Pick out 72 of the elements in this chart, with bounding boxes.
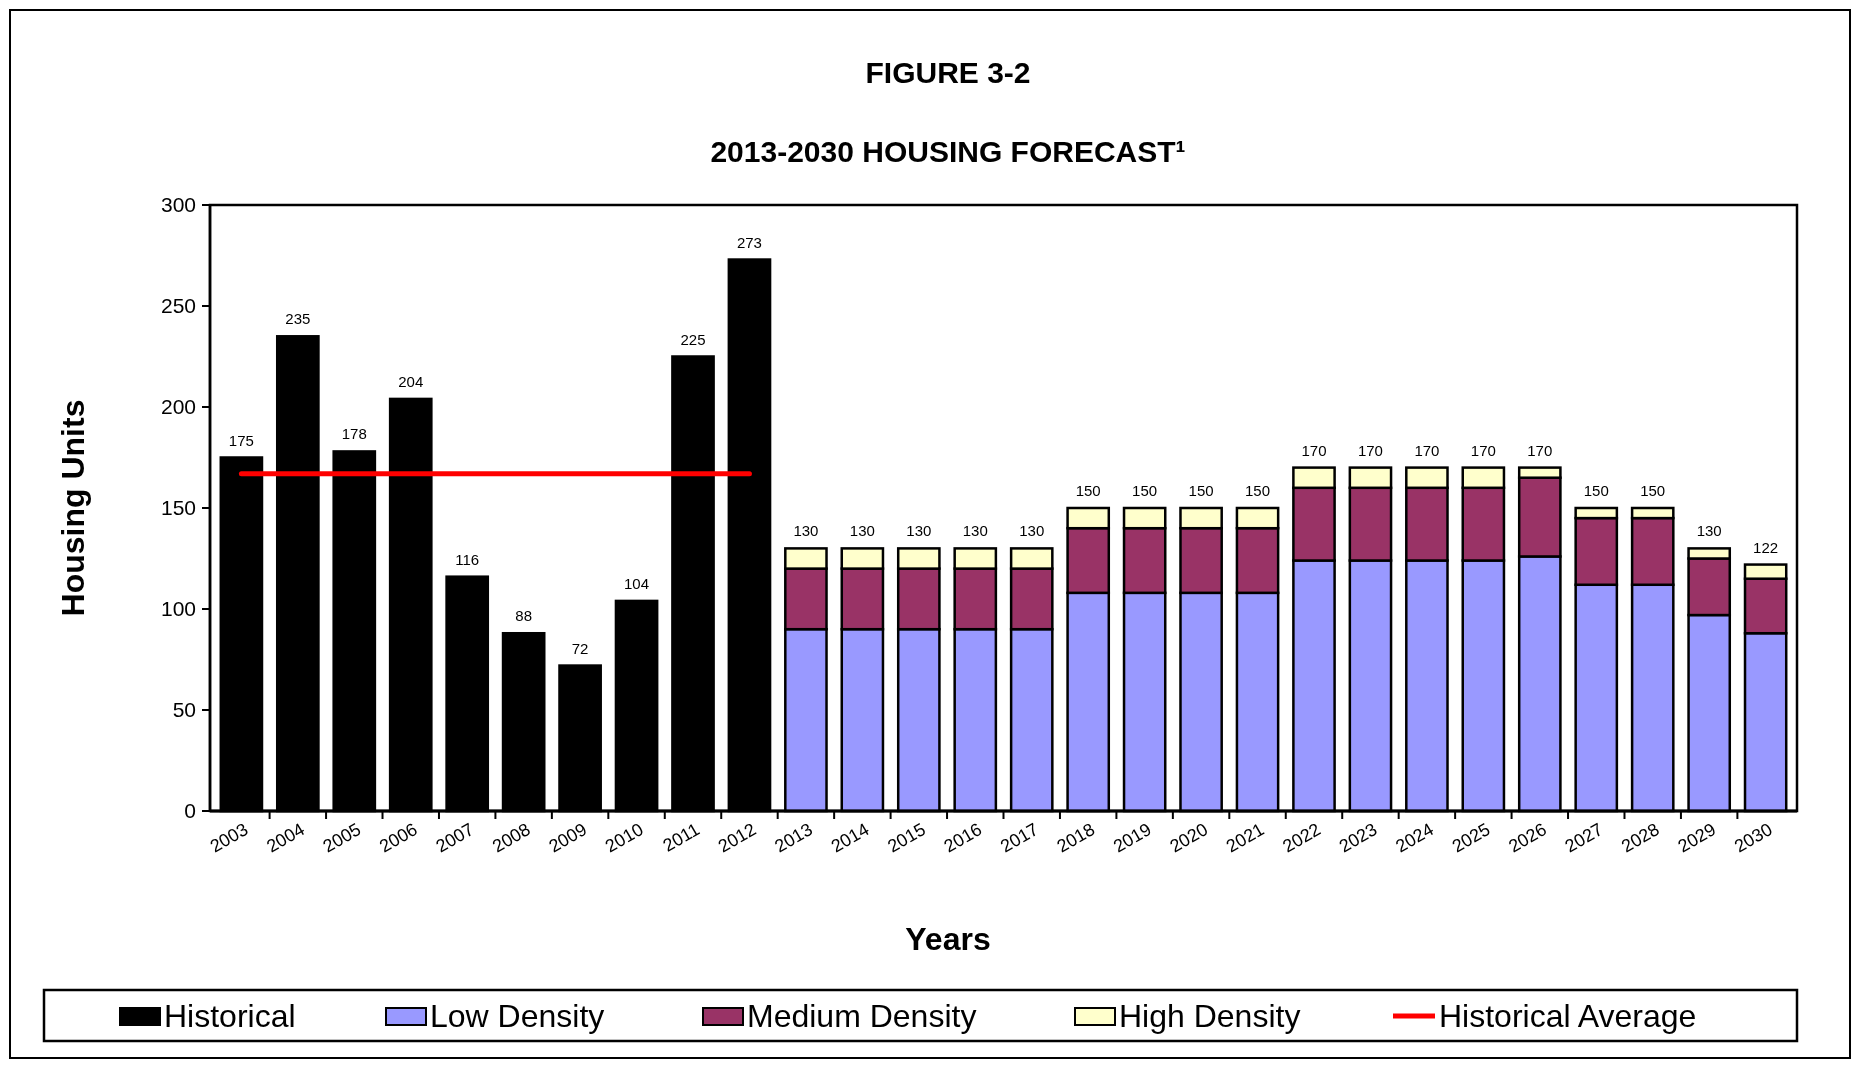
- x-tick-label: 2004: [263, 819, 308, 857]
- x-tick-label: 2029: [1674, 819, 1720, 857]
- total-label: 150: [1075, 482, 1101, 499]
- total-label: 122: [1753, 538, 1779, 556]
- x-tick-label: 2023: [1335, 819, 1381, 857]
- total-label: 88: [515, 607, 532, 625]
- y-tick-label: 150: [160, 496, 196, 519]
- chart-title: FIGURE 3-2: [865, 56, 1031, 89]
- total-label: 72: [571, 639, 589, 657]
- total-label: 130: [1696, 522, 1722, 540]
- legend-label: High Density: [1119, 998, 1301, 1034]
- x-tick-label: 2019: [1109, 819, 1155, 857]
- x-tick-label: 2017: [997, 819, 1042, 857]
- chart-subtitle: 2013-2030 HOUSING FORECAST¹: [710, 135, 1186, 168]
- total-label: 204: [398, 372, 424, 390]
- x-tick-label: 2009: [545, 819, 591, 857]
- total-label: 150: [1640, 482, 1666, 499]
- total-label: 104: [624, 574, 650, 592]
- y-tick-label: 300: [160, 193, 196, 216]
- x-tick-label: 2005: [319, 819, 365, 857]
- legend-label: Historical Average: [1439, 998, 1697, 1034]
- x-tick-label: 2010: [601, 819, 647, 857]
- x-tick-label: 2006: [376, 819, 421, 857]
- y-tick-label: 50: [172, 698, 196, 721]
- total-label: 130: [1019, 522, 1045, 540]
- x-tick-label: 2007: [432, 819, 478, 857]
- total-label: 178: [341, 425, 367, 443]
- legend-label: Historical: [164, 998, 296, 1034]
- total-label: 116: [455, 550, 480, 568]
- x-tick-label: 2012: [714, 819, 760, 857]
- total-label: 175: [228, 431, 254, 449]
- x-tick-label: 2011: [659, 819, 704, 856]
- x-tick-label: 2018: [1053, 819, 1099, 857]
- x-tick-label: 2028: [1618, 819, 1663, 857]
- y-tick-label: 250: [160, 294, 196, 317]
- total-label: 130: [906, 522, 932, 540]
- x-tick-label: 2013: [771, 819, 816, 857]
- x-tick-label: 2024: [1392, 819, 1437, 857]
- x-axis-title: Years: [905, 921, 991, 957]
- y-tick-label: 200: [160, 395, 196, 418]
- legend-label: Medium Density: [747, 998, 977, 1034]
- y-tick-label: 100: [160, 597, 196, 620]
- x-tick-label: 2008: [488, 819, 534, 857]
- total-label: 235: [285, 310, 311, 328]
- total-label: 130: [962, 522, 988, 540]
- total-label: 150: [1245, 482, 1271, 499]
- x-tick-label: 2027: [1561, 819, 1607, 857]
- total-label: 170: [1414, 441, 1440, 459]
- x-tick-label: 2026: [1505, 819, 1550, 857]
- total-label: 225: [680, 330, 706, 348]
- total-label: 130: [849, 522, 875, 540]
- total-label: 150: [1583, 482, 1609, 499]
- y-axis-title: Housing Units: [55, 399, 91, 617]
- x-tick-label: 2030: [1730, 819, 1776, 857]
- total-label: 170: [1470, 441, 1496, 459]
- total-label: 170: [1301, 441, 1327, 459]
- x-tick-label: 2014: [827, 819, 873, 857]
- x-tick-label: 2020: [1166, 819, 1212, 857]
- x-tick-label: 2025: [1448, 819, 1494, 857]
- total-label: 273: [736, 233, 762, 251]
- total-label: 150: [1132, 482, 1158, 499]
- total-label: 130: [793, 522, 819, 540]
- x-tick-label: 2022: [1279, 819, 1324, 857]
- x-tick-label: 2003: [206, 819, 252, 857]
- x-tick-label: 2015: [884, 819, 929, 857]
- total-label: 170: [1527, 441, 1553, 459]
- total-label: 150: [1188, 482, 1214, 499]
- total-label: 170: [1357, 441, 1383, 459]
- x-tick-label: 2016: [940, 819, 986, 857]
- x-tick-label: 2021: [1222, 819, 1268, 857]
- legend-label: Low Density: [430, 998, 605, 1034]
- y-tick-label: 0: [184, 799, 196, 822]
